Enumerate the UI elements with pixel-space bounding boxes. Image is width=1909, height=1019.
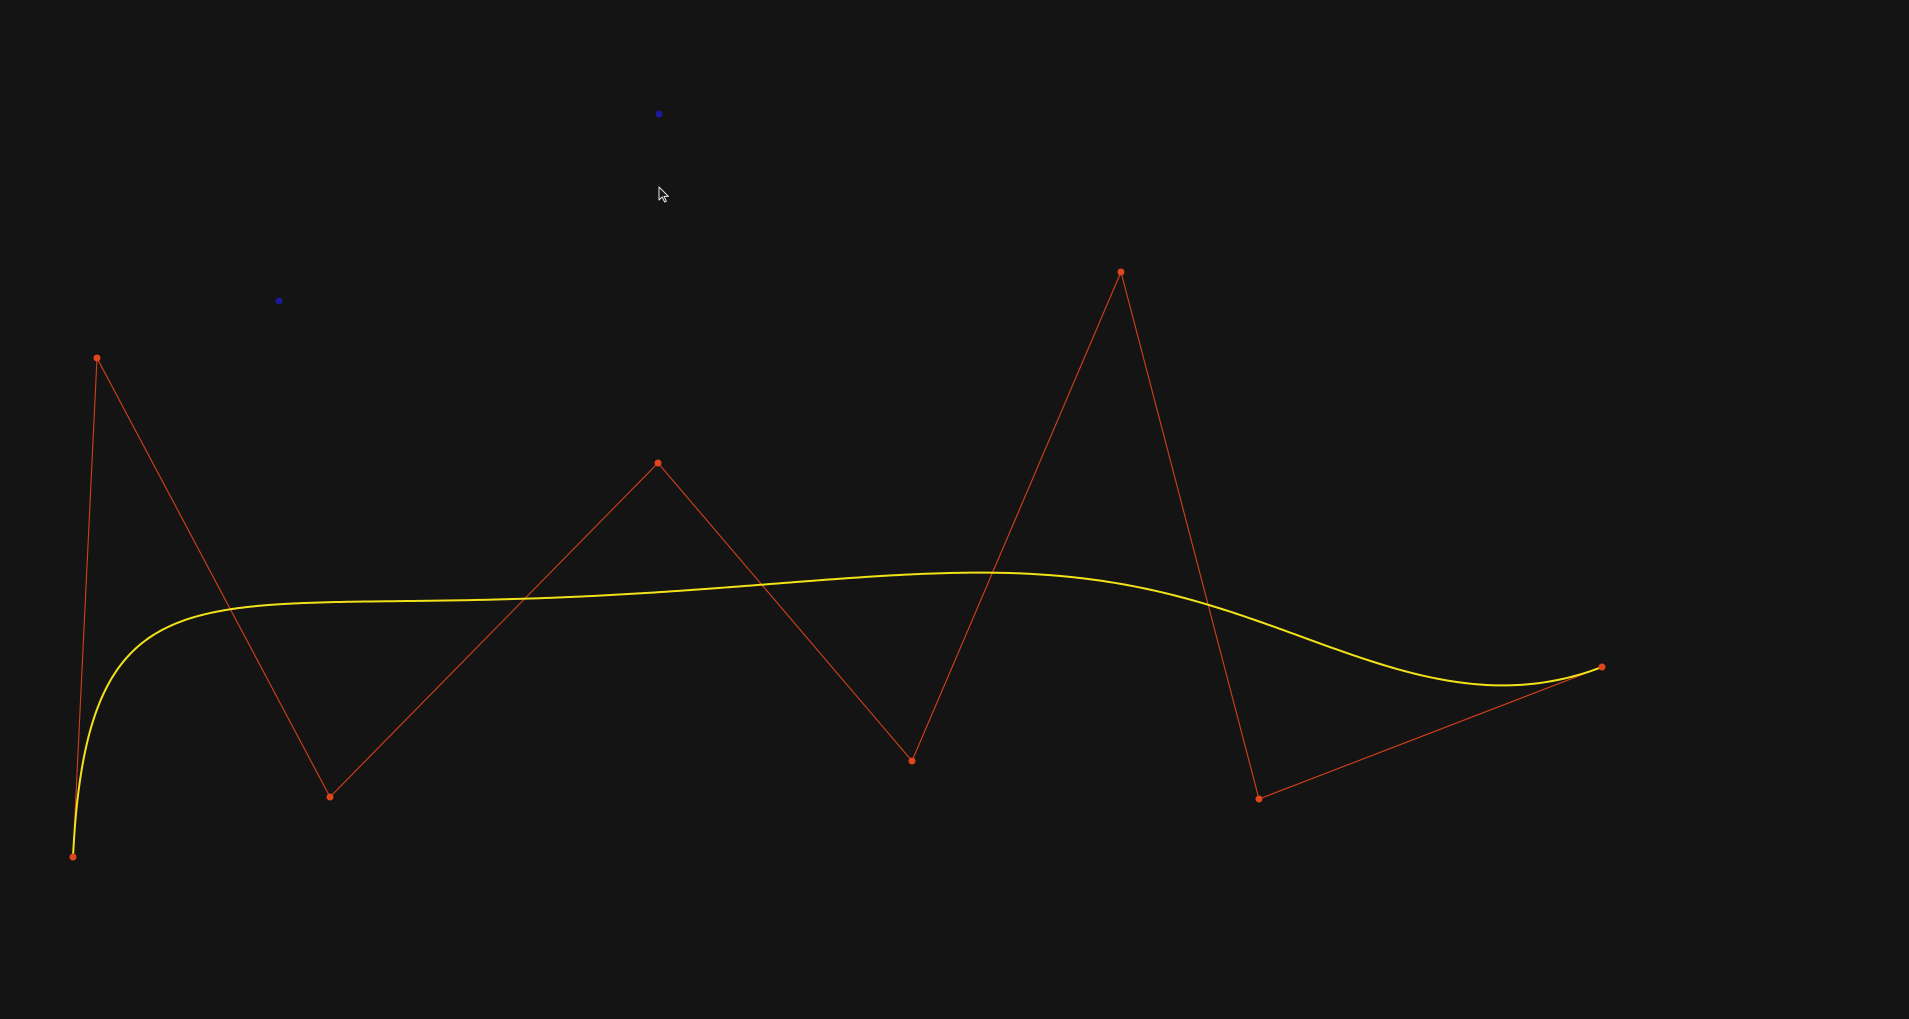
auxiliary-points <box>275 110 663 305</box>
control-polygon-segment <box>329 462 659 798</box>
control-point-1[interactable] <box>69 853 77 861</box>
control-polygon-segment <box>657 462 913 762</box>
control-point-3[interactable] <box>326 793 334 801</box>
control-polygon-segment <box>96 357 331 798</box>
control-polygon-segment <box>911 271 1122 762</box>
control-polygon-segment <box>72 357 98 858</box>
control-point-5[interactable] <box>908 757 916 765</box>
control-polygon <box>72 271 1603 858</box>
control-point-4[interactable] <box>654 459 662 467</box>
control-points <box>69 268 1606 861</box>
aux-point-1[interactable] <box>655 110 663 118</box>
control-point-7[interactable] <box>1255 795 1263 803</box>
aux-point-2[interactable] <box>275 297 283 305</box>
control-polygon-segment <box>1258 666 1603 800</box>
bezier-curve <box>72 571 1603 858</box>
control-point-2[interactable] <box>93 354 101 362</box>
control-point-8[interactable] <box>1598 663 1606 671</box>
control-point-6[interactable] <box>1117 268 1125 276</box>
control-polygon-segment <box>1120 271 1260 800</box>
